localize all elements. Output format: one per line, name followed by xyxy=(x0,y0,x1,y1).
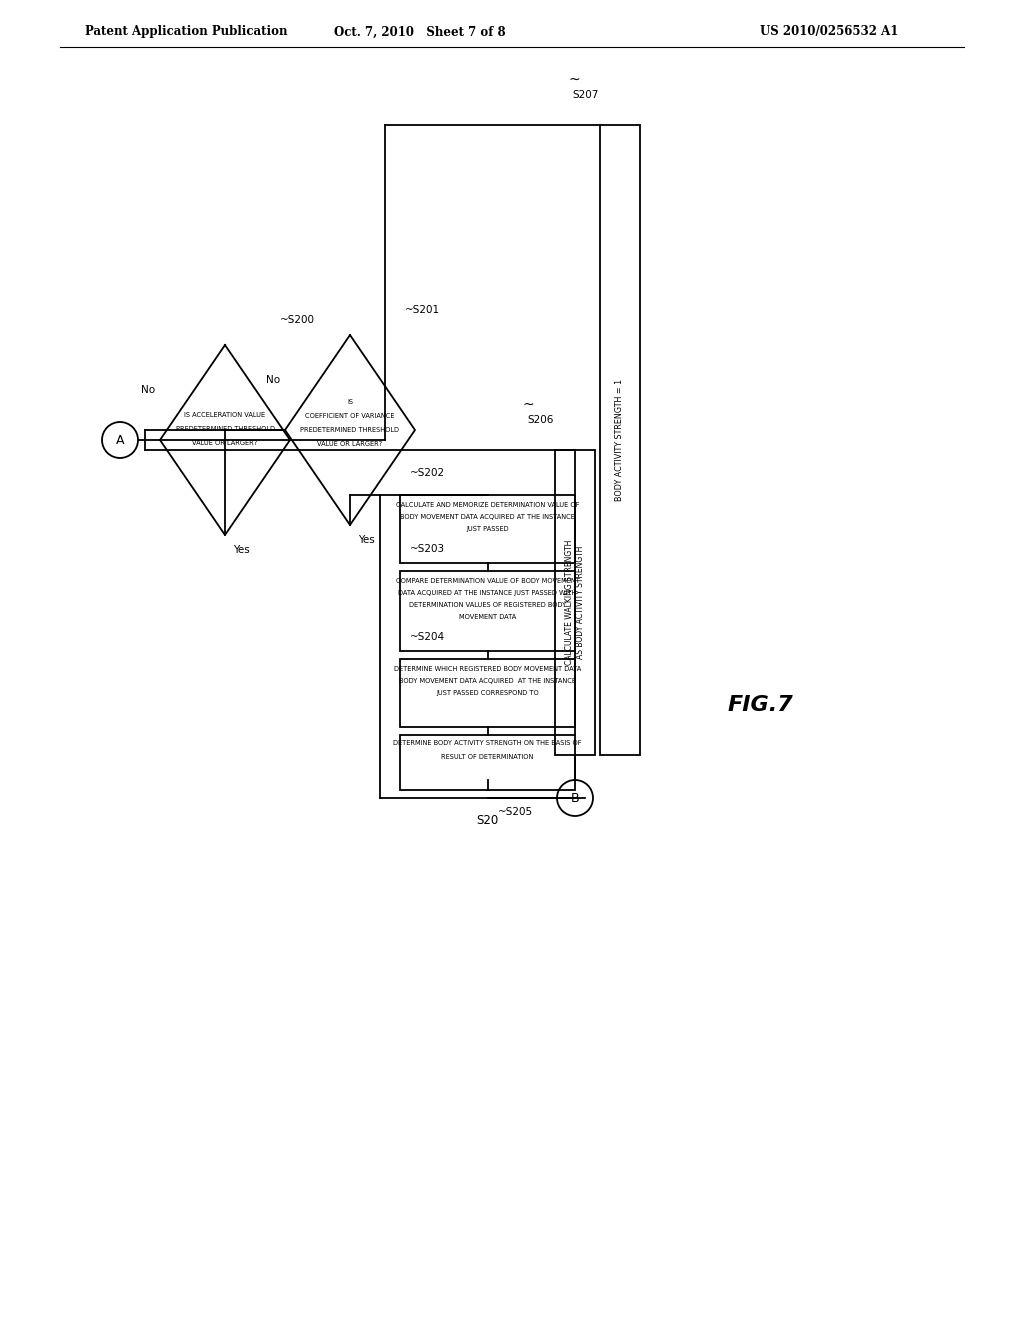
Text: RESULT OF DETERMINATION: RESULT OF DETERMINATION xyxy=(441,754,534,760)
Text: MOVEMENT DATA: MOVEMENT DATA xyxy=(459,614,516,620)
Text: S20: S20 xyxy=(476,813,499,826)
Text: DETERMINATION VALUES OF REGISTERED BODY: DETERMINATION VALUES OF REGISTERED BODY xyxy=(409,602,566,609)
Bar xyxy=(400,735,575,789)
Text: S207: S207 xyxy=(572,90,598,100)
Text: No: No xyxy=(266,375,280,385)
Text: Yes: Yes xyxy=(233,545,250,554)
Text: ~: ~ xyxy=(523,399,535,412)
Text: ~S200: ~S200 xyxy=(280,315,315,325)
Text: IS: IS xyxy=(347,399,353,405)
Text: ~S201: ~S201 xyxy=(406,305,440,315)
Text: DETERMINE BODY ACTIVITY STRENGTH ON THE BASIS OF: DETERMINE BODY ACTIVITY STRENGTH ON THE … xyxy=(393,741,582,746)
Text: CALCULATE WALKING STRENGTH
AS BODY ACTIVITY STRENGTH: CALCULATE WALKING STRENGTH AS BODY ACTIV… xyxy=(565,540,585,665)
Text: DATA ACQUIRED AT THE INSTANCE JUST PASSED WITH: DATA ACQUIRED AT THE INSTANCE JUST PASSE… xyxy=(398,590,577,597)
Text: BODY MOVEMENT DATA ACQUIRED AT THE INSTANCE: BODY MOVEMENT DATA ACQUIRED AT THE INSTA… xyxy=(400,513,574,520)
Bar xyxy=(600,125,640,755)
Text: CALCULATE AND MEMORIZE DETERMINATION VALUE OF: CALCULATE AND MEMORIZE DETERMINATION VAL… xyxy=(396,502,580,508)
Text: ~S203: ~S203 xyxy=(410,544,445,554)
Text: PREDETERMINED THRESHOLD: PREDETERMINED THRESHOLD xyxy=(175,426,274,432)
Text: ~S202: ~S202 xyxy=(410,469,445,478)
Text: Oct. 7, 2010   Sheet 7 of 8: Oct. 7, 2010 Sheet 7 of 8 xyxy=(334,25,506,38)
Text: FIG.7: FIG.7 xyxy=(727,696,793,715)
Text: DETERMINE WHICH REGISTERED BODY MOVEMENT DATA: DETERMINE WHICH REGISTERED BODY MOVEMENT… xyxy=(394,667,582,672)
Bar xyxy=(555,450,595,755)
Bar xyxy=(400,659,575,727)
Text: COMPARE DETERMINATION VALUE OF BODY MOVEMENT: COMPARE DETERMINATION VALUE OF BODY MOVE… xyxy=(395,578,580,583)
Text: A: A xyxy=(116,433,124,446)
Text: B: B xyxy=(570,792,580,804)
Text: BODY MOVEMENT DATA ACQUIRED  AT THE INSTANCE: BODY MOVEMENT DATA ACQUIRED AT THE INSTA… xyxy=(399,678,575,684)
Text: Patent Application Publication: Patent Application Publication xyxy=(85,25,288,38)
Text: JUST PASSED: JUST PASSED xyxy=(466,525,509,532)
Text: COEFFICIENT OF VARIANCE: COEFFICIENT OF VARIANCE xyxy=(305,413,394,418)
Text: VALUE OR LARGER?: VALUE OR LARGER? xyxy=(317,441,383,447)
Text: PREDETERMINED THRESHOLD: PREDETERMINED THRESHOLD xyxy=(300,426,399,433)
Bar xyxy=(400,495,575,564)
Text: US 2010/0256532 A1: US 2010/0256532 A1 xyxy=(760,25,898,38)
Text: IS ACCELERATION VALUE: IS ACCELERATION VALUE xyxy=(184,412,265,418)
Text: S206: S206 xyxy=(527,414,553,425)
Bar xyxy=(400,572,575,651)
Text: BODY ACTIVITY STRENGTH = 1: BODY ACTIVITY STRENGTH = 1 xyxy=(615,379,625,502)
Text: ~S204: ~S204 xyxy=(410,632,445,642)
Text: ~: ~ xyxy=(568,73,580,87)
Text: ~S205: ~S205 xyxy=(498,807,532,817)
Text: VALUE OR LARGER?: VALUE OR LARGER? xyxy=(193,440,258,446)
Text: Yes: Yes xyxy=(358,535,375,545)
Text: No: No xyxy=(141,385,155,395)
Text: JUST PASSED CORRESPOND TO: JUST PASSED CORRESPOND TO xyxy=(436,690,539,696)
